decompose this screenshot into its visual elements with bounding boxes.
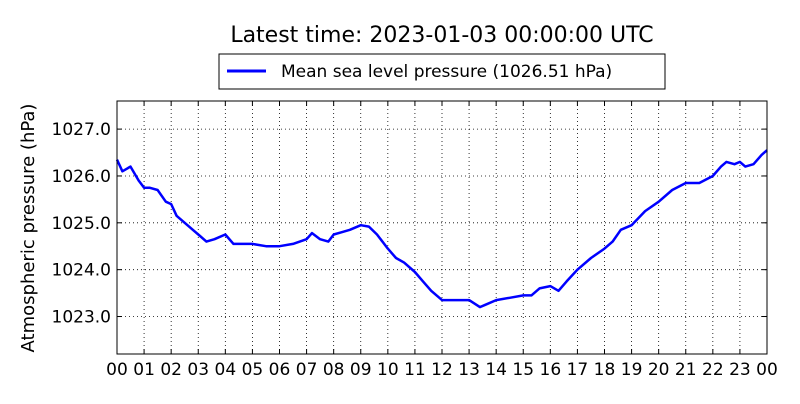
legend: Mean sea level pressure (1026.51 hPa) (218, 53, 666, 90)
x-tick-label: 13 (458, 360, 480, 380)
y-tick-label: 1027.0 (52, 120, 111, 140)
y-axis-title: Atmospheric pressure (hPa) (18, 104, 39, 353)
legend-label: Mean sea level pressure (1026.51 hPa) (281, 62, 612, 82)
x-tick-label: 11 (404, 360, 426, 380)
x-tick-label: 16 (540, 360, 562, 380)
y-tick-label: 1026.0 (52, 167, 111, 187)
x-tick-label: 12 (431, 360, 453, 380)
x-tick-label: 19 (621, 360, 643, 380)
x-tick-label: 17 (567, 360, 589, 380)
x-tick-label: 09 (350, 360, 372, 380)
grid (117, 101, 767, 354)
y-tick-label: 1024.0 (52, 261, 111, 281)
ticks (116, 101, 768, 354)
chart-title: Latest time: 2023-01-03 00:00:00 UTC (230, 23, 653, 48)
x-tick-label: 08 (323, 360, 345, 380)
x-tick-label: 15 (512, 360, 534, 380)
x-tick-label: 03 (187, 360, 209, 380)
x-tick-label: 01 (133, 360, 155, 380)
x-tick-label: 00 (106, 360, 128, 380)
x-tick-label: 02 (160, 360, 182, 380)
x-tick-label: 05 (242, 360, 264, 380)
y-tick-label: 1023.0 (52, 308, 111, 328)
pressure-series-line (115, 149, 768, 309)
x-tick-labels: 00 01 02 03 04 05 06 07 08 09 10 11 12 13 14 15 16 17 18 19… (106, 360, 778, 380)
x-tick-label: 06 (269, 360, 291, 380)
plot-frame (116, 100, 768, 355)
x-tick-label: 04 (215, 360, 237, 380)
x-tick-label: 21 (675, 360, 697, 380)
x-tick-label: 23 (729, 360, 751, 380)
x-tick-label: 18 (594, 360, 616, 380)
series-layer (115, 149, 768, 309)
x-tick-label: 00 (756, 360, 778, 380)
x-tick-label: 22 (702, 360, 724, 380)
x-tick-label: 10 (377, 360, 399, 380)
y-tick-labels: 1023.0 1024.0 1025.0 1026.0 1027.0 (52, 120, 111, 327)
y-tick-label: 1025.0 (52, 214, 111, 234)
x-tick-label: 07 (296, 360, 318, 380)
x-tick-label: 20 (648, 360, 670, 380)
x-tick-label: 14 (485, 360, 507, 380)
legend-box (218, 53, 666, 90)
